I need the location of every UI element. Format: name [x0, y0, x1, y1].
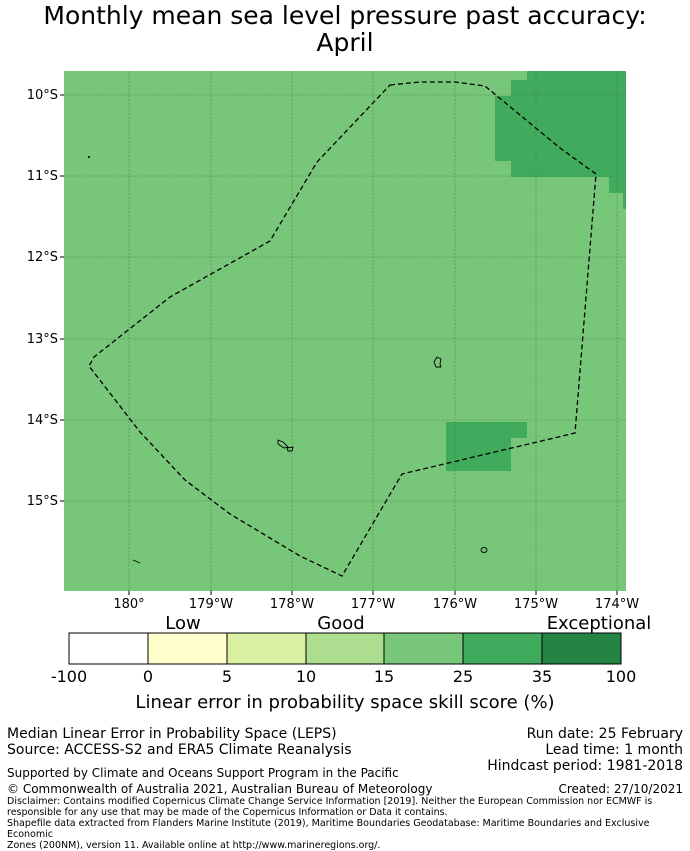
colorbar-tick: 35	[531, 667, 553, 686]
island	[433, 356, 442, 368]
colorbar-tick: 5	[221, 667, 233, 686]
colorbar-segment	[541, 632, 622, 665]
colorbar-segment	[383, 632, 464, 665]
island	[277, 439, 289, 449]
colorbar-axis-label: Linear error in probability space skill …	[135, 692, 555, 713]
colorbar-segment	[147, 632, 228, 665]
colorbar-label-good: Good	[317, 613, 365, 634]
footer-support: Supported by Climate and Oceans Support …	[7, 766, 399, 780]
patch-cell	[511, 80, 626, 96]
disclaimer-line: Shapefile data extracted from Flanders M…	[7, 818, 650, 840]
footer-run-date: Run date: 25 February	[526, 726, 683, 742]
patch-cell	[495, 96, 626, 161]
colorbar-tick: 15	[373, 667, 395, 686]
disclaimer-line: Disclaimer: Contains modified Copernicus…	[7, 796, 653, 807]
lon-label: 175°W	[514, 597, 558, 612]
lat-tick-marks	[60, 94, 64, 502]
footer-created: Created: 27/10/2021	[558, 782, 683, 796]
colorbar	[68, 632, 622, 665]
eez-boundary	[88, 81, 597, 577]
lat-label: 15°S	[27, 494, 58, 509]
patch-cell	[623, 193, 626, 209]
patch-cell	[511, 161, 626, 177]
patch-cell	[446, 438, 511, 455]
map-gridlines	[64, 71, 626, 591]
colorbar-tick: 0	[142, 667, 154, 686]
disclaimer-line: Zones (200NM), version 11. Available onl…	[7, 840, 381, 851]
colorbar-segment	[462, 632, 543, 665]
disclaimer-line: responsible for any use that may be made…	[7, 807, 448, 818]
colorbar-segment	[226, 632, 307, 665]
lon-label: 179°W	[189, 597, 233, 612]
footer-disclaimer: Disclaimer: Contains modified Copernicus…	[7, 796, 683, 851]
islands	[87, 155, 488, 564]
island	[132, 559, 141, 564]
patch-cell	[609, 177, 626, 193]
colorbar-segment	[305, 632, 385, 665]
high-skill-patch-northeast	[495, 71, 626, 209]
lat-label: 11°S	[27, 169, 58, 184]
colorbar-tick: -100	[50, 667, 88, 686]
patch-cell	[446, 422, 527, 438]
lat-label: 10°S	[27, 88, 58, 103]
colorbar-tick: 25	[452, 667, 474, 686]
lon-label: 180°	[113, 597, 144, 612]
footer-hindcast-period: Hindcast period: 1981-2018	[487, 758, 683, 774]
patch-cell	[527, 71, 626, 80]
page-title: Monthly mean sea level pressure past acc…	[43, 1, 647, 30]
lon-label: 176°W	[433, 597, 477, 612]
footer-lead-time: Lead time: 1 month	[545, 742, 683, 758]
footer-source: Source: ACCESS-S2 and ERA5 Climate Reana…	[7, 742, 352, 758]
lon-tick-marks	[128, 591, 618, 595]
high-skill-patch-south	[446, 422, 527, 471]
patch-cell	[446, 455, 511, 471]
lat-label: 12°S	[27, 250, 58, 265]
colorbar-segment	[68, 632, 149, 665]
page-subtitle: April	[316, 28, 374, 57]
island	[480, 547, 488, 553]
colorbar-label-low: Low	[165, 613, 201, 634]
island	[286, 446, 294, 452]
colorbar-tick: 100	[605, 667, 637, 686]
map-figure: 10°S 11°S 12°S 13°S 14°S 15°S 180° 179°W…	[27, 71, 639, 665]
island	[87, 155, 91, 159]
colorbar-tick: 10	[295, 667, 317, 686]
footer-method: Median Linear Error in Probability Space…	[7, 726, 337, 742]
lon-label: 178°W	[270, 597, 314, 612]
footer-copyright: © Commonwealth of Australia 2021, Austra…	[7, 782, 433, 796]
lon-label: 174°W	[595, 597, 639, 612]
lat-label: 14°S	[27, 413, 58, 428]
colorbar-label-exceptional: Exceptional	[546, 613, 652, 634]
lat-label: 13°S	[27, 332, 58, 347]
lon-label: 177°W	[351, 597, 395, 612]
